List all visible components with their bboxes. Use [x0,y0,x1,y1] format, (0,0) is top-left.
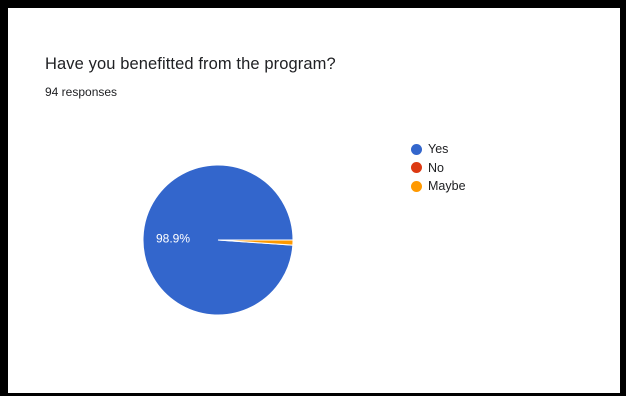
legend-label-yes: Yes [428,142,449,157]
pie-chart: 98.9% [142,164,294,316]
pie-slice-maybe[interactable] [217,239,294,246]
response-count: 94 responses [45,85,118,99]
legend-label-no: No [428,160,444,175]
legend-swatch-no [411,162,422,174]
legend-item-maybe[interactable]: Maybe [411,177,466,196]
legend-item-yes[interactable]: Yes [411,140,466,159]
legend-label-maybe: Maybe [428,179,466,194]
pie-data-label-yes: 98.9% [156,231,190,245]
legend-item-no[interactable]: No [411,159,466,178]
chart-title: Have you benefitted from the program? [45,55,336,73]
legend-swatch-maybe [411,180,422,192]
legend-swatch-yes [411,143,422,155]
chart-legend: Yes No Maybe [411,140,466,196]
